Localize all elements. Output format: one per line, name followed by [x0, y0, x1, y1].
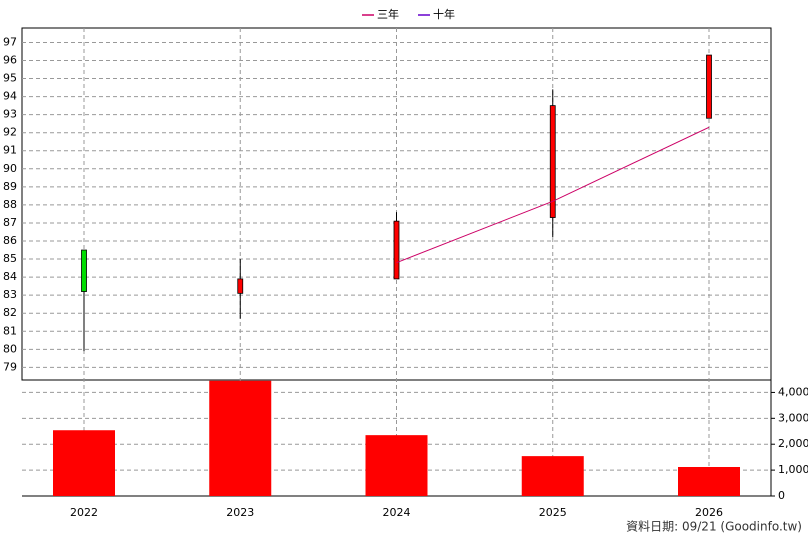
- volume-bar: [209, 380, 272, 496]
- y-tick-label: 80: [3, 342, 17, 355]
- y-tick-label: 97: [3, 35, 17, 48]
- y2-tick-label: 0: [778, 489, 785, 502]
- y-tick-label: 89: [3, 180, 17, 193]
- series-line: [396, 126, 710, 264]
- volume-bar: [53, 430, 115, 496]
- candle-body: [81, 249, 87, 292]
- y-tick-label: 96: [3, 53, 17, 66]
- y-tick-label: 90: [3, 162, 17, 175]
- volume-bar: [365, 435, 428, 496]
- y-tick-label: 92: [3, 126, 17, 139]
- x-tick-label: 2022: [70, 506, 98, 519]
- y-tick-label: 79: [3, 360, 17, 373]
- y2-tick-label: 4,000: [778, 385, 808, 398]
- y-tick-label: 95: [3, 72, 17, 85]
- x-tick-label: 2025: [539, 506, 567, 519]
- candle-body: [706, 54, 712, 119]
- candle-body: [393, 220, 400, 280]
- x-tick-label: 2023: [226, 506, 254, 519]
- footnote: 資料日期: 09/21 (Goodinfo.tw): [626, 520, 802, 534]
- y2-tick-label: 1,000: [778, 463, 808, 476]
- y-tick-label: 88: [3, 198, 17, 211]
- y2-tick-label: 3,000: [778, 411, 808, 424]
- y-tick-label: 84: [3, 270, 17, 283]
- y-tick-label: 82: [3, 306, 17, 319]
- y-tick-label: 85: [3, 252, 17, 265]
- y2-tick-label: 2,000: [778, 437, 808, 450]
- volume-bar: [678, 467, 740, 496]
- candle-body: [237, 278, 244, 294]
- y-tick-label: 83: [3, 288, 17, 301]
- x-tick-label: 2026: [695, 506, 723, 519]
- x-tick-label: 2024: [383, 506, 411, 519]
- y-tick-label: 93: [3, 108, 17, 121]
- legend-label: 三年: [377, 7, 399, 21]
- y-tick-label: 81: [3, 324, 17, 337]
- y-tick-label: 91: [3, 144, 17, 157]
- y-tick-label: 94: [3, 90, 17, 103]
- legend-label: 十年: [433, 7, 455, 21]
- y-tick-label: 86: [3, 234, 17, 247]
- candle-body: [549, 105, 556, 218]
- volume-bar: [521, 456, 584, 496]
- y-tick-label: 87: [3, 216, 17, 229]
